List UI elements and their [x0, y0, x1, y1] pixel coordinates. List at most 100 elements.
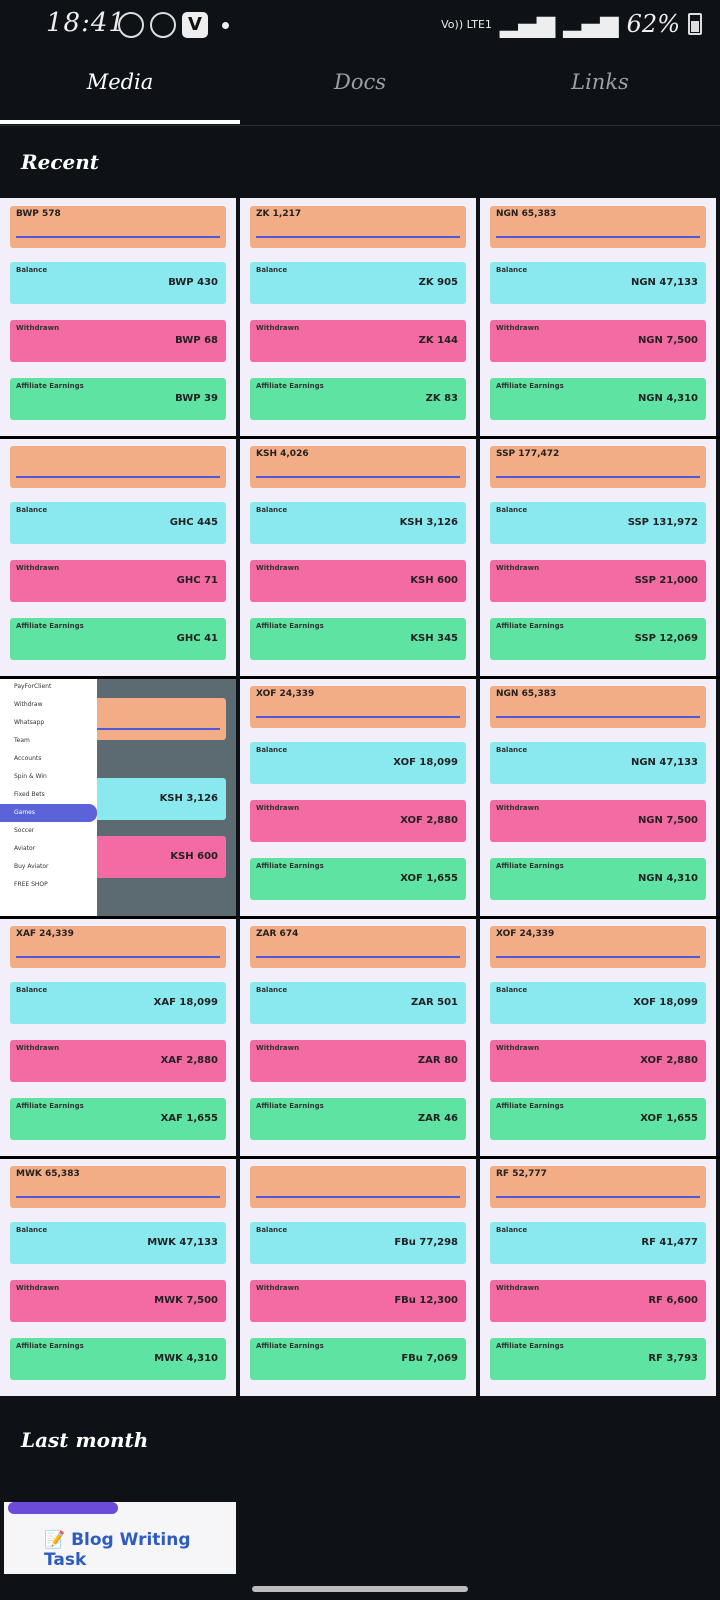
section-last-month: Last month: [21, 1428, 149, 1452]
media-thumbnail[interactable]: ZK 1,217 Balance ZK 905 Withdrawn ZK 144 Affi…: [240, 198, 476, 436]
stat-value: KSH 3,126: [399, 517, 458, 528]
total-earnings-value: ZAR 674: [256, 929, 299, 939]
media-thumbnail[interactable]: KSH 4,026 Balance KSH 3,126 Withdrawn KSH 60…: [240, 438, 476, 676]
stat-label: Affiliate Earnings: [256, 622, 324, 630]
stat-card: Affiliate Earnings KSH 345: [250, 618, 466, 660]
side-menu: PayForClient Withdraw Whatsapp Team Accounts…: [0, 678, 97, 916]
stat-label: Withdrawn: [256, 1044, 300, 1052]
stat-label: Balance: [496, 506, 528, 514]
progress-bar: [16, 728, 220, 730]
stat-value: SSP 131,972: [627, 517, 698, 528]
signal-icon-2: ▂▄▆: [563, 10, 619, 38]
stat-card: Balance NGN 47,133: [490, 742, 706, 784]
tab-links[interactable]: Links: [571, 70, 629, 94]
stat-card: Affiliate Earnings ZAR 46: [250, 1098, 466, 1140]
stat-card: BWP 578: [10, 206, 226, 248]
stat-label: Balance: [496, 1226, 528, 1234]
stat-label: Balance: [16, 266, 48, 274]
media-thumbnail[interactable]: XOF 24,339 Balance XOF 18,099 Withdrawn XOF …: [240, 678, 476, 916]
stat-card: Withdrawn NGN 7,500: [490, 320, 706, 362]
stat-card: Balance KSH 3,126: [250, 502, 466, 544]
stat-label: Affiliate Earnings: [496, 1102, 564, 1110]
stat-value: ZK 83: [425, 393, 458, 404]
stat-label: Withdrawn: [256, 804, 300, 812]
media-thumbnail[interactable]: ZAR 674 Balance ZAR 501 Withdrawn ZAR 80 Affi…: [240, 918, 476, 1156]
total-earnings-value: KSH 4,026: [256, 449, 309, 459]
stat-label: Balance: [256, 986, 288, 994]
total-earnings-value: ZK 1,217: [256, 209, 302, 219]
stat-card: Balance ZK 905: [250, 262, 466, 304]
stat-card: Withdrawn FBu 12,300: [250, 1280, 466, 1322]
media-thumbnail[interactable]: KSH 3,126 KSH 600 PayForClient Withdraw What…: [0, 678, 236, 916]
home-indicator[interactable]: [252, 1586, 468, 1592]
tab-docs[interactable]: Docs: [333, 70, 387, 94]
progress-bar: [16, 236, 220, 238]
grid-separator: [0, 1156, 720, 1159]
stat-label: Withdrawn: [256, 1284, 300, 1292]
stat-card: XOF 24,339: [250, 686, 466, 728]
stat-card: Affiliate Earnings ZK 83: [250, 378, 466, 420]
media-grid: BWP 578 Balance BWP 430 Withdrawn BWP 68 Affi…: [0, 198, 720, 1430]
media-thumbnail[interactable]: XOF 24,339 Balance XOF 18,099 Withdrawn XOF …: [480, 918, 716, 1156]
thumb-banner: [8, 1502, 118, 1514]
stat-value: BWP 68: [175, 335, 218, 346]
progress-bar: [496, 236, 700, 238]
media-thumbnail[interactable]: RF 52,777 Balance RF 41,477 Withdrawn RF 6,6…: [480, 1158, 716, 1396]
section-recent: Recent: [21, 150, 100, 174]
media-thumbnail[interactable]: Balance GHC 445 Withdrawn GHC 71 Affiliate E…: [0, 438, 236, 676]
menu-item: FREE SHOP: [14, 881, 48, 888]
stat-card: ZK 1,217: [250, 206, 466, 248]
stat-value: FBu 77,298: [394, 1237, 458, 1248]
total-earnings-value: XOF 24,339: [256, 689, 315, 699]
stat-card: Withdrawn XOF 2,880: [490, 1040, 706, 1082]
stat-value: XOF 1,655: [640, 1113, 698, 1124]
stat-label: Affiliate Earnings: [16, 1102, 84, 1110]
stat-card: Withdrawn XAF 2,880: [10, 1040, 226, 1082]
media-thumbnail[interactable]: NGN 65,383 Balance NGN 47,133 Withdrawn NGN …: [480, 198, 716, 436]
stat-card: Balance XAF 18,099: [10, 982, 226, 1024]
progress-bar: [16, 956, 220, 958]
stat-value: XOF 18,099: [393, 757, 458, 768]
menu-item: Soccer: [14, 827, 35, 834]
stat-card: Balance NGN 47,133: [490, 262, 706, 304]
stat-label: Balance: [496, 266, 528, 274]
stat-value: MWK 4,310: [154, 1353, 218, 1364]
stat-card: Withdrawn RF 6,600: [490, 1280, 706, 1322]
media-thumbnail[interactable]: BWP 578 Balance BWP 430 Withdrawn BWP 68 Affi…: [0, 198, 236, 436]
menu-item: Team: [14, 737, 30, 744]
progress-bar: [496, 716, 700, 718]
progress-bar: [256, 236, 460, 238]
stat-value: RF 3,793: [648, 1353, 698, 1364]
stat-card: ZAR 674: [250, 926, 466, 968]
stat-card: Withdrawn XOF 2,880: [250, 800, 466, 842]
media-thumbnail[interactable]: MWK 65,383 Balance MWK 47,133 Withdrawn MWK …: [0, 1158, 236, 1396]
stat-card: SSP 177,472: [490, 446, 706, 488]
total-earnings-value: XOF 24,339: [496, 929, 555, 939]
media-thumbnail[interactable]: SSP 177,472 Balance SSP 131,972 Withdrawn SS…: [480, 438, 716, 676]
media-thumbnail[interactable]: XAF 24,339 Balance XAF 18,099 Withdrawn XAF …: [0, 918, 236, 1156]
stat-label: Withdrawn: [256, 324, 300, 332]
progress-bar: [496, 956, 700, 958]
stat-value: NGN 47,133: [630, 277, 698, 288]
stat-label: Withdrawn: [16, 564, 60, 572]
stat-card: Balance BWP 430: [10, 262, 226, 304]
grid-separator: [0, 436, 720, 439]
menu-item: Spin & Win: [14, 773, 47, 780]
progress-bar: [256, 476, 460, 478]
media-thumbnail[interactable]: NGN 65,383 Balance NGN 47,133 Withdrawn NGN …: [480, 678, 716, 916]
total-earnings-value: BWP 578: [16, 209, 61, 219]
stat-value: GHC 445: [169, 517, 218, 528]
whatsapp-icon: [150, 12, 176, 38]
tab-media[interactable]: Media: [86, 70, 154, 94]
stat-value: FBu 7,069: [401, 1353, 458, 1364]
stat-label: Balance: [496, 746, 528, 754]
stat-label: Affiliate Earnings: [256, 382, 324, 390]
media-thumbnail[interactable]: Balance FBu 77,298 Withdrawn FBu 12,300 Affi…: [240, 1158, 476, 1396]
grid-column-gap: [476, 198, 480, 1430]
stat-card: Affiliate Earnings NGN 4,310: [490, 378, 706, 420]
progress-bar: [256, 956, 460, 958]
last-month-thumbnail[interactable]: 📝 Blog Writing Task: [4, 1502, 236, 1574]
stat-label: Affiliate Earnings: [16, 1342, 84, 1350]
stat-value: FBu 12,300: [394, 1295, 458, 1306]
clock: 18:41: [46, 8, 126, 38]
